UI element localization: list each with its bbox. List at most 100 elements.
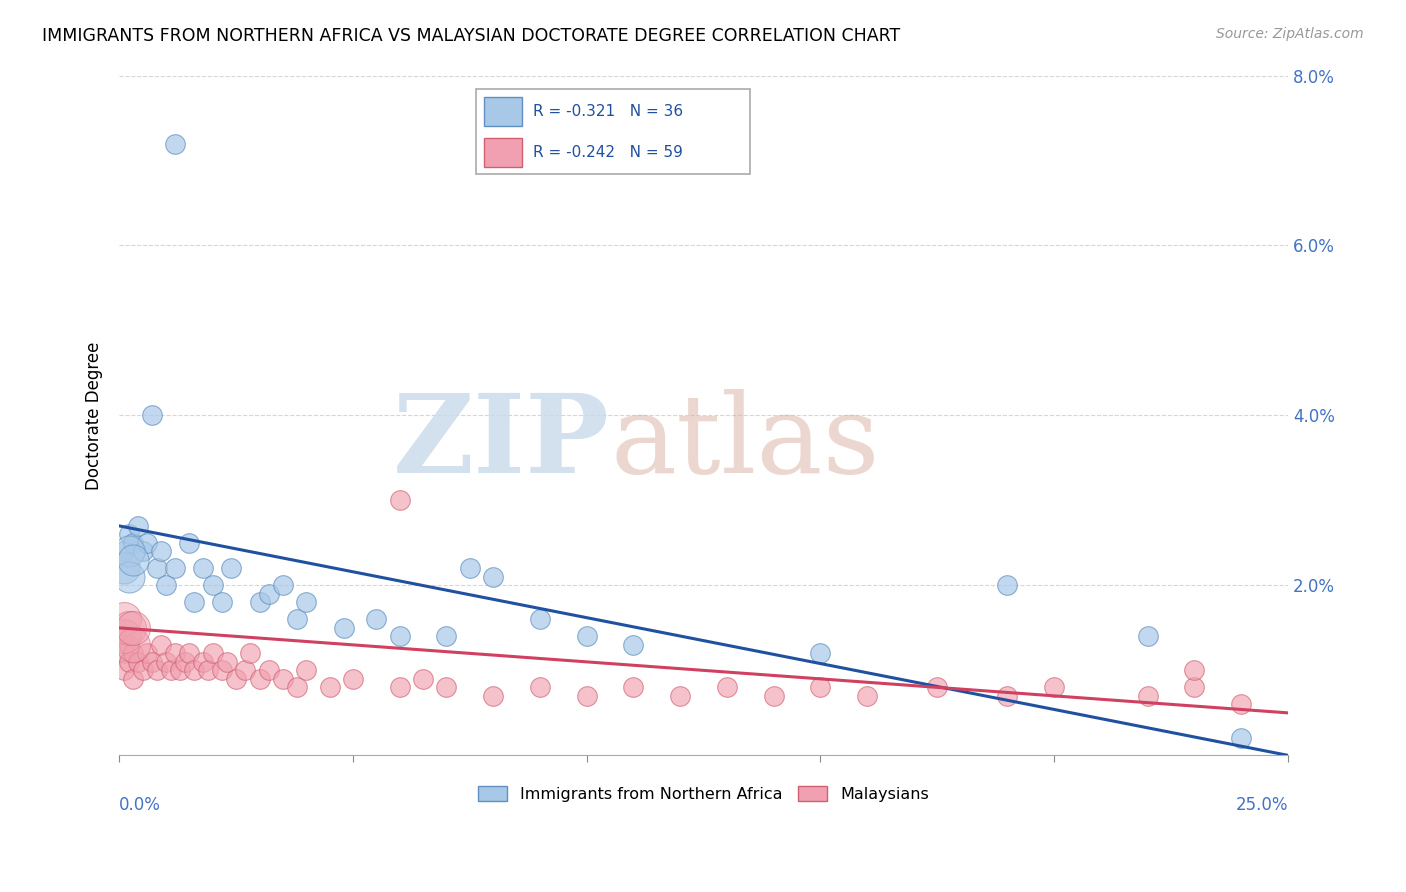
Point [388,681,411,695]
Point [810,646,832,660]
Point [332,621,354,635]
Point [211,595,233,609]
Point [1136,629,1159,643]
Point [342,672,364,686]
Point [155,655,177,669]
Point [117,621,139,635]
Point [183,595,205,609]
Point [173,655,195,669]
Point [318,681,340,695]
Text: ZIP: ZIP [394,389,610,496]
Legend: Immigrants from Northern Africa, Malaysians: Immigrants from Northern Africa, Malaysi… [472,780,935,808]
Point [225,672,247,686]
Point [197,664,219,678]
Y-axis label: Doctorate Degree: Doctorate Degree [86,342,103,490]
Point [193,655,215,669]
Point [271,578,294,592]
Point [165,646,187,660]
Point [122,672,145,686]
Point [131,664,153,678]
Point [235,664,257,678]
Point [112,544,135,558]
Point [997,689,1019,703]
Point [117,527,139,541]
Point [482,689,505,703]
Point [183,664,205,678]
Point [117,544,139,558]
Text: atlas: atlas [610,389,880,496]
Point [575,689,598,703]
Text: 0.0%: 0.0% [120,797,162,814]
Point [1230,731,1253,746]
Point [575,629,598,643]
Point [716,681,738,695]
Point [482,570,505,584]
Point [458,561,481,575]
Text: IMMIGRANTS FROM NORTHERN AFRICA VS MALAYSIAN DOCTORATE DEGREE CORRELATION CHART: IMMIGRANTS FROM NORTHERN AFRICA VS MALAY… [42,27,900,45]
Point [155,578,177,592]
Point [145,561,167,575]
Point [221,561,243,575]
Point [150,544,173,558]
Point [623,681,645,695]
Point [1230,698,1253,712]
Point [145,664,167,678]
Point [436,629,458,643]
Point [122,646,145,660]
Point [1184,681,1206,695]
Point [117,638,139,652]
Point [257,587,280,601]
Point [193,561,215,575]
Point [927,681,949,695]
Point [201,578,224,592]
Point [150,638,173,652]
Point [1136,689,1159,703]
Point [117,570,139,584]
Point [136,536,159,550]
Point [285,681,308,695]
Point [436,681,458,695]
Point [179,646,201,660]
Point [127,655,149,669]
Text: 25.0%: 25.0% [1236,797,1288,814]
Point [856,689,879,703]
Text: Source: ZipAtlas.com: Source: ZipAtlas.com [1216,27,1364,41]
Point [669,689,692,703]
Point [623,638,645,652]
Point [165,561,187,575]
Point [997,578,1019,592]
Point [179,536,201,550]
Point [1184,664,1206,678]
Point [239,646,262,660]
Point [810,681,832,695]
Point [117,655,139,669]
Point [141,655,163,669]
Point [529,612,551,626]
Point [215,655,238,669]
Point [529,681,551,695]
Point [112,664,135,678]
Point [285,612,308,626]
Point [249,672,271,686]
Point [295,664,318,678]
Point [127,519,149,533]
Point [257,664,280,678]
Point [159,664,181,678]
Point [388,493,411,508]
Point [112,646,135,660]
Point [122,638,145,652]
Point [131,544,153,558]
Point [141,409,163,423]
Point [366,612,388,626]
Point [762,689,785,703]
Point [122,553,145,567]
Point [388,629,411,643]
Point [112,612,135,626]
Point [122,536,145,550]
Point [201,646,224,660]
Point [112,561,135,575]
Point [249,595,271,609]
Point [122,621,145,635]
Point [211,664,233,678]
Point [136,646,159,660]
